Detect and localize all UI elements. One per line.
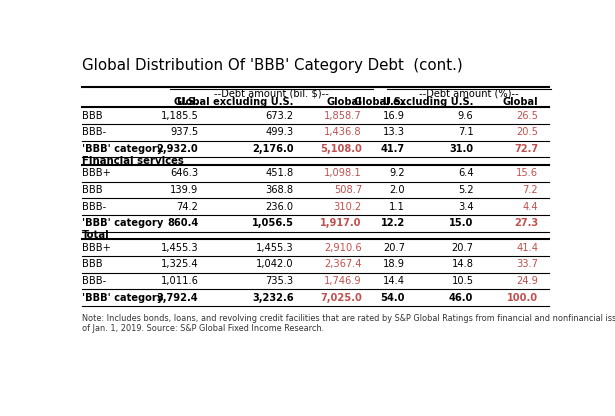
Text: 16.9: 16.9 [383,111,405,121]
Text: 15.0: 15.0 [449,218,474,228]
Text: 'BBB' category: 'BBB' category [82,144,163,154]
Text: 72.7: 72.7 [514,144,538,154]
Text: BBB+: BBB+ [82,168,111,178]
Text: 1,436.8: 1,436.8 [324,127,362,137]
Text: 20.5: 20.5 [517,127,538,137]
Text: 14.4: 14.4 [383,276,405,286]
Text: 'BBB' category: 'BBB' category [82,218,163,228]
Text: 499.3: 499.3 [266,127,294,137]
Text: 1,746.9: 1,746.9 [324,276,362,286]
Text: 33.7: 33.7 [517,259,538,269]
Text: Financial services: Financial services [82,156,183,166]
Text: BBB: BBB [82,111,102,121]
Text: 27.3: 27.3 [514,218,538,228]
Text: 139.9: 139.9 [170,185,199,195]
Text: Global: Global [327,97,362,107]
Text: 4.4: 4.4 [523,202,538,212]
Text: 9.2: 9.2 [389,168,405,178]
Text: BBB+: BBB+ [82,243,111,253]
Text: 1,011.6: 1,011.6 [161,276,199,286]
Text: 3.4: 3.4 [458,202,474,212]
Text: U.S.: U.S. [176,97,199,107]
Text: Global: Global [502,97,538,107]
Text: 100.0: 100.0 [507,292,538,302]
Text: BBB: BBB [82,259,102,269]
Text: 1.1: 1.1 [389,202,405,212]
Text: 368.8: 368.8 [266,185,294,195]
Text: Global excluding U.S.: Global excluding U.S. [175,97,294,107]
Text: 14.8: 14.8 [451,259,474,269]
Text: 15.6: 15.6 [516,168,538,178]
Text: 2,932.0: 2,932.0 [157,144,199,154]
Text: Total: Total [82,230,109,240]
Text: 2,176.0: 2,176.0 [252,144,294,154]
Text: 646.3: 646.3 [170,168,199,178]
Text: 3,232.6: 3,232.6 [252,292,294,302]
Text: 1,185.5: 1,185.5 [161,111,199,121]
Text: 'BBB' category: 'BBB' category [82,292,163,302]
Text: 20.7: 20.7 [451,243,474,253]
Text: 2.0: 2.0 [389,185,405,195]
Text: U.S.: U.S. [382,97,405,107]
Text: 1,325.4: 1,325.4 [161,259,199,269]
Text: --Debt amount (%)--: --Debt amount (%)-- [419,89,519,99]
Text: 1,098.1: 1,098.1 [324,168,362,178]
Text: 2,367.4: 2,367.4 [324,259,362,269]
Text: 937.5: 937.5 [170,127,199,137]
Text: 74.2: 74.2 [177,202,199,212]
Text: BBB-: BBB- [82,202,106,212]
Text: 310.2: 310.2 [334,202,362,212]
Text: 12.2: 12.2 [381,218,405,228]
Text: 41.4: 41.4 [516,243,538,253]
Text: 735.3: 735.3 [266,276,294,286]
Text: 451.8: 451.8 [266,168,294,178]
Text: Global Distribution Of 'BBB' Category Debt  (cont.): Global Distribution Of 'BBB' Category De… [82,58,462,73]
Text: 31.0: 31.0 [450,144,474,154]
Text: BBB: BBB [82,185,102,195]
Text: 860.4: 860.4 [167,218,199,228]
Text: 1,455.3: 1,455.3 [256,243,294,253]
Text: 54.0: 54.0 [380,292,405,302]
Text: --Debt amount (bil. $)--: --Debt amount (bil. $)-- [214,89,329,99]
Text: Note: Includes bonds, loans, and revolving credit facilities that are rated by S: Note: Includes bonds, loans, and revolvi… [82,314,615,333]
Text: 3,792.4: 3,792.4 [157,292,199,302]
Text: 673.2: 673.2 [266,111,294,121]
Text: 46.0: 46.0 [449,292,474,302]
Text: BBB-: BBB- [82,127,106,137]
Text: BBB-: BBB- [82,276,106,286]
Text: 508.7: 508.7 [334,185,362,195]
Text: 2,910.6: 2,910.6 [324,243,362,253]
Text: 7.2: 7.2 [523,185,538,195]
Text: 5.2: 5.2 [458,185,474,195]
Text: 7,025.0: 7,025.0 [320,292,362,302]
Text: 1,056.5: 1,056.5 [252,218,294,228]
Text: 41.7: 41.7 [381,144,405,154]
Text: 18.9: 18.9 [383,259,405,269]
Text: 20.7: 20.7 [383,243,405,253]
Text: 26.5: 26.5 [517,111,538,121]
Text: Global excluding U.S.: Global excluding U.S. [354,97,474,107]
Text: 5,108.0: 5,108.0 [320,144,362,154]
Text: 1,917.0: 1,917.0 [320,218,362,228]
Text: 6.4: 6.4 [458,168,474,178]
Text: 1,042.0: 1,042.0 [256,259,294,269]
Text: 7.1: 7.1 [458,127,474,137]
Text: 24.9: 24.9 [517,276,538,286]
Text: 10.5: 10.5 [451,276,474,286]
Text: 9.6: 9.6 [458,111,474,121]
Text: 13.3: 13.3 [383,127,405,137]
Text: 1,455.3: 1,455.3 [161,243,199,253]
Text: 1,858.7: 1,858.7 [324,111,362,121]
Text: 236.0: 236.0 [266,202,294,212]
